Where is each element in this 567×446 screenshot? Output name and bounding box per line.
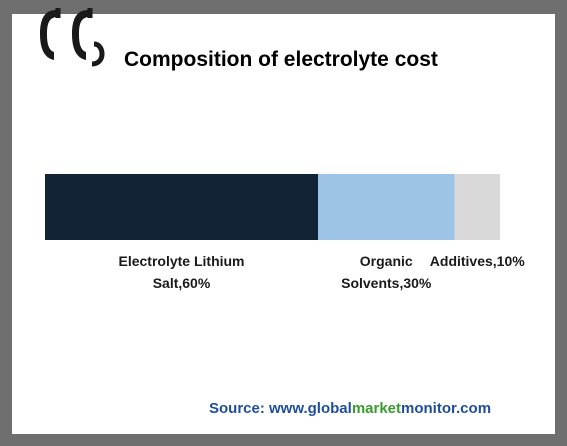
frame-border-top [0,0,567,14]
bar-label-1-line-1: Electrolyte Lithium [118,253,244,269]
bar-segment-2 [318,174,455,240]
frame-border-left [0,0,12,446]
source-global: global [307,400,352,417]
frame-border-bottom [0,434,567,446]
bar-segment-1 [45,174,318,240]
chart-title: Composition of electrolyte cost [124,48,438,71]
bar-label-2-line-2: Solvents,30% [341,275,432,291]
logo-icon [40,8,105,67]
source-suffix: .com [456,400,492,417]
bar-label-1-line-2: Salt,60% [153,275,211,291]
source-monitor: monitor [401,400,457,417]
bar-segment-3 [454,174,500,240]
source-note: Source: www.globalmarketmonitor.com [209,400,491,417]
frame-border-right [555,0,567,446]
bar-label-3-line-1: Additives,10% [430,253,525,269]
source-market: market [351,400,402,417]
source-prefix: Source: www. [209,400,308,417]
bar-label-2-line-1: Organic [360,253,413,269]
